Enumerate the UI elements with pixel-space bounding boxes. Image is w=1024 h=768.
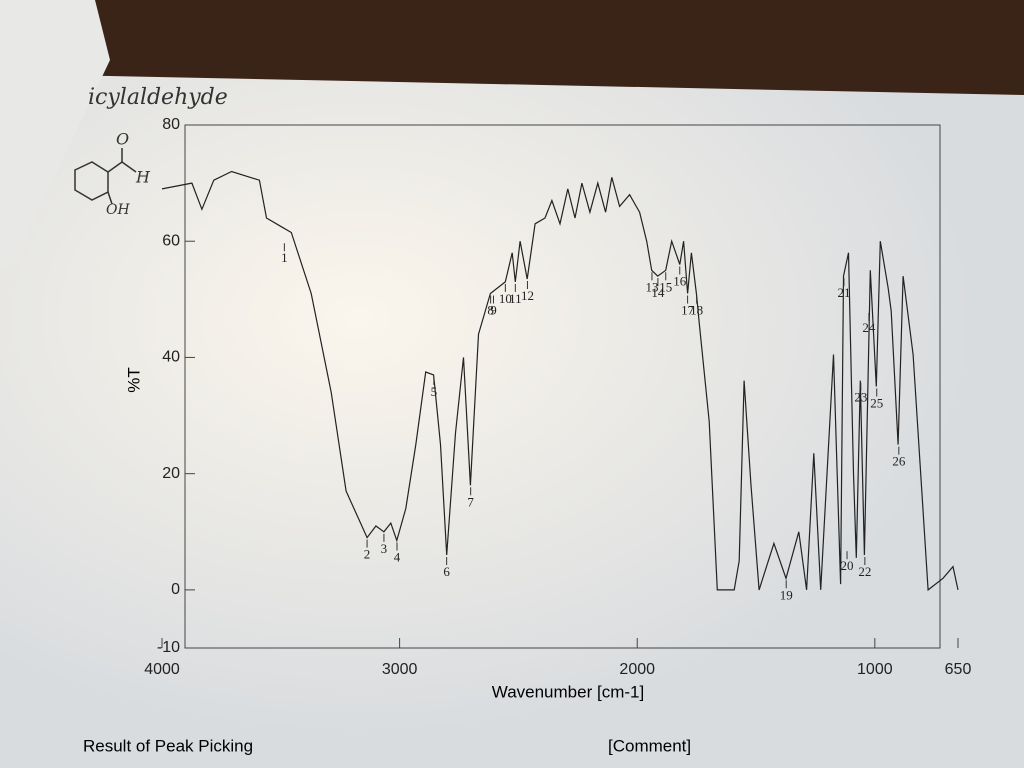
atom-label: OH — [106, 202, 130, 218]
peak-label: 4 — [394, 549, 401, 564]
x-tick-label: 3000 — [382, 661, 418, 678]
peak-label: 25 — [870, 395, 883, 410]
x-tick-label: 4000 — [144, 661, 180, 678]
peak-label: 11 — [509, 291, 522, 306]
x-tick-label: 2000 — [619, 661, 655, 678]
peak-label: 24 — [862, 320, 876, 335]
structure — [74, 148, 137, 205]
y-tick-label: 60 — [162, 232, 180, 249]
y-tick-label: 0 — [171, 581, 180, 598]
peak-label: 5 — [431, 384, 438, 399]
peak-label: 7 — [467, 494, 474, 509]
footer-text: [Comment] — [608, 736, 691, 755]
peak-label: 8 — [487, 303, 494, 318]
peak-label: 12 — [521, 288, 534, 303]
peak-label: 17 — [681, 303, 695, 318]
peak-label: 21 — [837, 285, 850, 300]
peak-label: 1 — [281, 250, 288, 265]
peak-label: 19 — [780, 587, 793, 602]
peak-label: 13 — [645, 279, 658, 294]
footer-text: Result of Peak Picking — [83, 736, 253, 755]
peak-label: 6 — [443, 564, 450, 579]
y-axis-label: %T — [124, 367, 143, 393]
y-tick-label: -10 — [157, 639, 180, 656]
peak-label: 10 — [499, 291, 512, 306]
handwritten-name: icylaldehyde — [88, 85, 228, 110]
peak-label: 3 — [381, 541, 388, 556]
peak-label: 16 — [673, 273, 687, 288]
peak-label: 23 — [854, 390, 867, 405]
peak-label: 20 — [841, 558, 854, 573]
peak-label: 18 — [690, 303, 703, 318]
spectrum-line — [161, 170, 959, 592]
atom-label: O — [116, 130, 129, 149]
atom-label: H — [135, 168, 151, 187]
x-tick-label: 650 — [945, 661, 972, 678]
paper — [0, 75, 1024, 768]
x-tick-label: 1000 — [857, 661, 893, 678]
curled-page — [0, 0, 110, 270]
y-tick-label: 40 — [162, 349, 180, 366]
peak-label: 2 — [364, 547, 371, 562]
peak-label: 26 — [892, 454, 906, 469]
y-tick-label: 20 — [162, 465, 180, 482]
peak-label: 22 — [858, 564, 871, 579]
x-axis-label: Wavenumber [cm-1] — [492, 682, 644, 701]
peak-label: 9 — [490, 303, 497, 318]
peak-label: 14 — [651, 285, 665, 300]
y-tick-label: 80 — [162, 116, 180, 133]
peak-label: 15 — [659, 279, 672, 294]
